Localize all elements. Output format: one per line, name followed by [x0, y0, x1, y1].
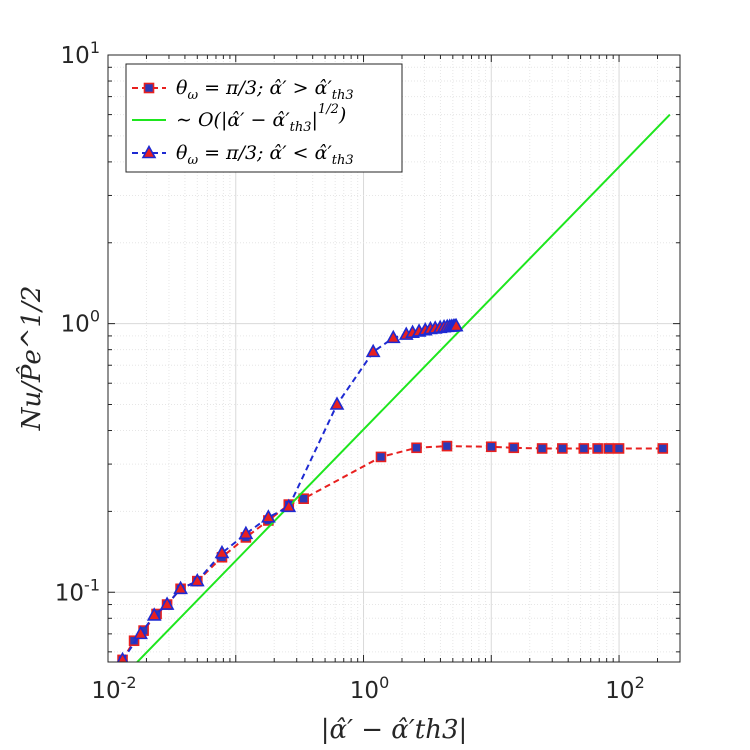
data-point-0 — [536, 443, 548, 454]
legend-box — [125, 63, 403, 173]
ticks — [107, 54, 681, 662]
data-point-2 — [261, 509, 276, 523]
legend: θω = π/3; α̂′ > α̂′th3∼ O(|α̂′ − α̂′th3|… — [125, 63, 403, 173]
data-point-2 — [173, 580, 188, 595]
legend-label-1: ∼ O(|α̂′ − α̂′th3|1/2) — [176, 102, 346, 135]
data-point-0 — [411, 442, 422, 454]
data-point-2 — [281, 498, 297, 513]
data-point-0 — [441, 440, 453, 452]
data-point-2 — [448, 317, 464, 332]
data-point-0 — [657, 443, 669, 454]
y-axis-label: Nu/P̂e^1/2 — [16, 286, 47, 432]
data-point-0 — [603, 443, 615, 454]
data-point-0 — [508, 442, 520, 454]
data-point-2 — [159, 596, 175, 610]
data-point-2 — [385, 329, 401, 344]
series-line-1 — [135, 113, 671, 662]
x-tick-label: 102 — [605, 673, 644, 704]
data-point-2 — [238, 525, 254, 540]
data-point-2 — [329, 396, 345, 410]
data-point-0 — [592, 443, 603, 454]
legend-marker-2 — [141, 144, 157, 159]
legend-marker-0 — [143, 82, 155, 94]
tick-labels: 10-2 100 102 10-1 100 101 — [55, 38, 645, 704]
data-point-0 — [298, 493, 309, 504]
data-point-0 — [128, 635, 140, 647]
data-point-0 — [485, 441, 497, 453]
data-point-0 — [557, 443, 568, 454]
x-axis-label: |α̂′ − α̂′th3| — [321, 715, 468, 745]
y-tick-label: 101 — [61, 38, 100, 69]
data-point-0 — [578, 443, 590, 454]
data-point-2 — [189, 572, 205, 587]
series-layer — [116, 113, 671, 662]
data-point-2 — [133, 625, 148, 640]
data-point-2 — [116, 651, 129, 662]
plot-frame — [107, 54, 681, 663]
data-point-0 — [613, 443, 625, 454]
y-tick-label: 10-1 — [55, 575, 100, 606]
data-point-0 — [375, 451, 387, 463]
x-tick-label: 100 — [350, 673, 389, 704]
legend-label-2: θω = π/3; α̂′ < α̂′th3 — [176, 142, 354, 168]
data-point-2 — [146, 607, 162, 621]
x-tick-label: 10-2 — [91, 673, 136, 704]
y-tick-label: 100 — [61, 307, 100, 338]
data-point-2 — [214, 544, 230, 559]
data-point-2 — [365, 343, 381, 358]
legend-label-0: θω = π/3; α̂′ > α̂′th3 — [176, 77, 354, 103]
grid — [107, 54, 681, 662]
